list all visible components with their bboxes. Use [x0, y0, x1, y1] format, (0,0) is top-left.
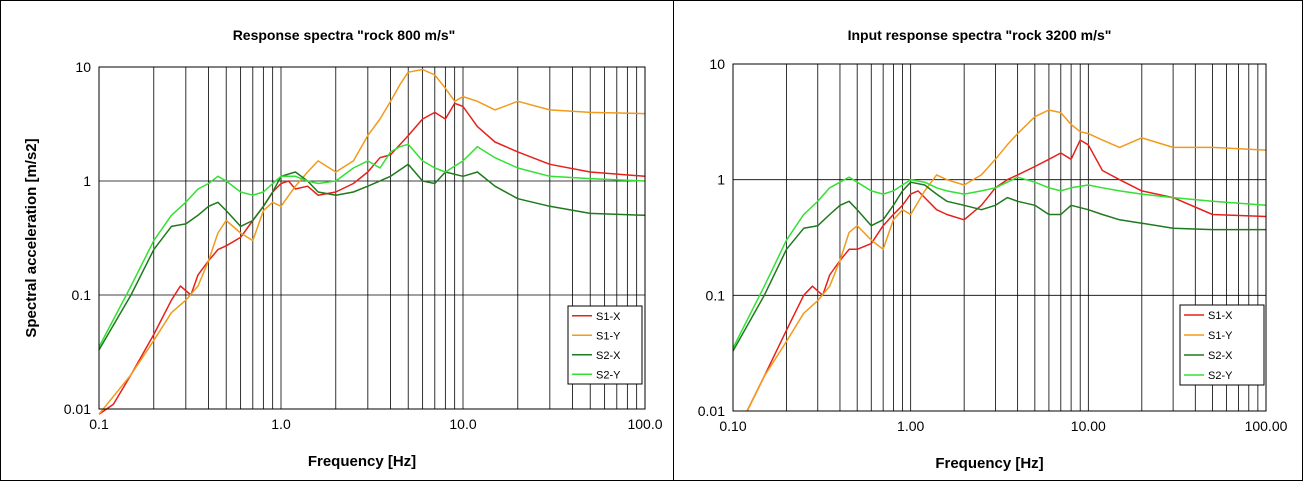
legend: S1-X S1-Y S2-X S2-Y	[1179, 304, 1265, 386]
series-line-s1-y	[746, 109, 1267, 412]
plot-area	[733, 64, 1266, 411]
x-axis-label: Frequency [Hz]	[308, 453, 416, 470]
legend-label: S1-Y	[1208, 330, 1233, 342]
chart-title: Response spectra "rock 800 m/s"	[233, 27, 456, 43]
y-tick-label: 1	[83, 173, 91, 189]
plot-area	[99, 67, 645, 409]
legend-label: S2-Y	[596, 369, 621, 381]
y-tick-label: 0.1	[706, 287, 726, 303]
y-axis-label: Spectral acceleration [m/s2]	[23, 138, 40, 337]
x-tick-label: 100.0	[627, 416, 662, 432]
x-axis-label: Frequency [Hz]	[935, 455, 1043, 472]
legend-label: S2-X	[596, 350, 621, 362]
series-line-s1-y	[98, 68, 646, 415]
legend: S1-X S1-Y S2-X S2-Y	[567, 305, 643, 385]
legend-box	[567, 305, 643, 385]
grid	[99, 67, 645, 409]
legend-label: S1-X	[596, 311, 621, 323]
x-tick-label: 0.10	[719, 418, 746, 434]
legend-label: S2-Y	[1208, 370, 1233, 382]
chart-rock-3200: 0.10 1.00 10.00 100.00 0.01 0.1 1 10 Input respo…	[698, 27, 1288, 472]
legend-label: S1-Y	[596, 330, 621, 342]
x-tick-label: 10.0	[449, 416, 476, 432]
y-tick-label: 10	[709, 56, 725, 72]
y-tick-label: 0.01	[64, 401, 91, 417]
y-tick-label: 1	[717, 172, 725, 188]
series-line-s2-x	[98, 163, 646, 351]
legend-box	[1179, 304, 1265, 386]
series-line-s2-y	[732, 176, 1267, 349]
x-tick-label: 1.0	[271, 416, 291, 432]
x-tick-label: 1.00	[897, 418, 924, 434]
chart-title: Input response spectra "rock 3200 m/s"	[848, 27, 1112, 43]
plot-border	[98, 66, 646, 410]
legend-label: S1-X	[1208, 310, 1233, 322]
y-tick-label: 0.01	[698, 403, 725, 419]
series-line-s1-x	[746, 139, 1267, 412]
x-tick-label: 100.00	[1245, 418, 1288, 434]
series-line-s2-x	[732, 181, 1266, 352]
x-tick-label: 10.00	[1071, 418, 1106, 434]
legend-label: S2-X	[1208, 350, 1233, 362]
x-tick-label: 0.1	[89, 416, 109, 432]
y-tick-label: 0.1	[72, 287, 92, 303]
series-line-s2-y	[98, 143, 646, 348]
grid	[733, 64, 1266, 411]
plot-border	[732, 63, 1267, 412]
y-tick-label: 10	[75, 59, 91, 75]
